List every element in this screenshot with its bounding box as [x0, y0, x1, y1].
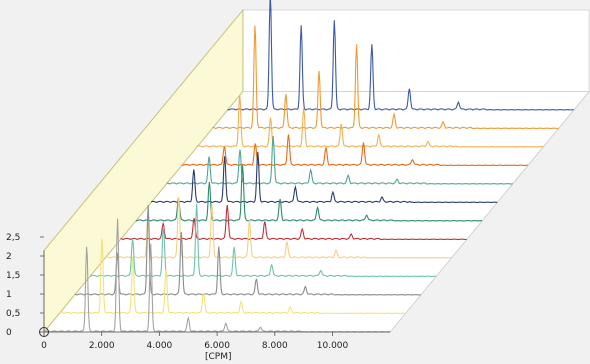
x-tick-label: 2.000: [89, 341, 115, 351]
y-tick-label: 0: [6, 328, 12, 338]
origin-marker-icon[interactable]: [39, 327, 49, 337]
series-trace-8: [150, 151, 498, 204]
x-tick-label: 0: [41, 341, 47, 351]
series-trace-4: [89, 203, 437, 278]
back-wall: [242, 9, 590, 92]
y-tick-label: 1: [6, 290, 12, 300]
series-trace-3: [74, 205, 421, 296]
x-tick-label: 8.000: [262, 341, 288, 351]
x-tick-label: 4.000: [147, 341, 173, 351]
x-tick-label: 6.000: [204, 341, 230, 351]
series-trace-5: [105, 196, 452, 259]
y-tick-label: 2: [6, 252, 12, 262]
y-tick-label: 2,5: [6, 233, 20, 243]
x-tick-label: 10.000: [317, 341, 349, 351]
series-trace-10: [181, 134, 528, 167]
series-trace-2: [59, 238, 406, 315]
y-tick-label: 0,5: [6, 309, 20, 319]
series-trace-13: [227, 0, 574, 111]
series-trace-9: [166, 135, 513, 185]
x-axis-title: [CPM]: [205, 352, 232, 362]
y-tick-label: 1,5: [6, 271, 20, 281]
series-trace-6: [120, 204, 467, 241]
